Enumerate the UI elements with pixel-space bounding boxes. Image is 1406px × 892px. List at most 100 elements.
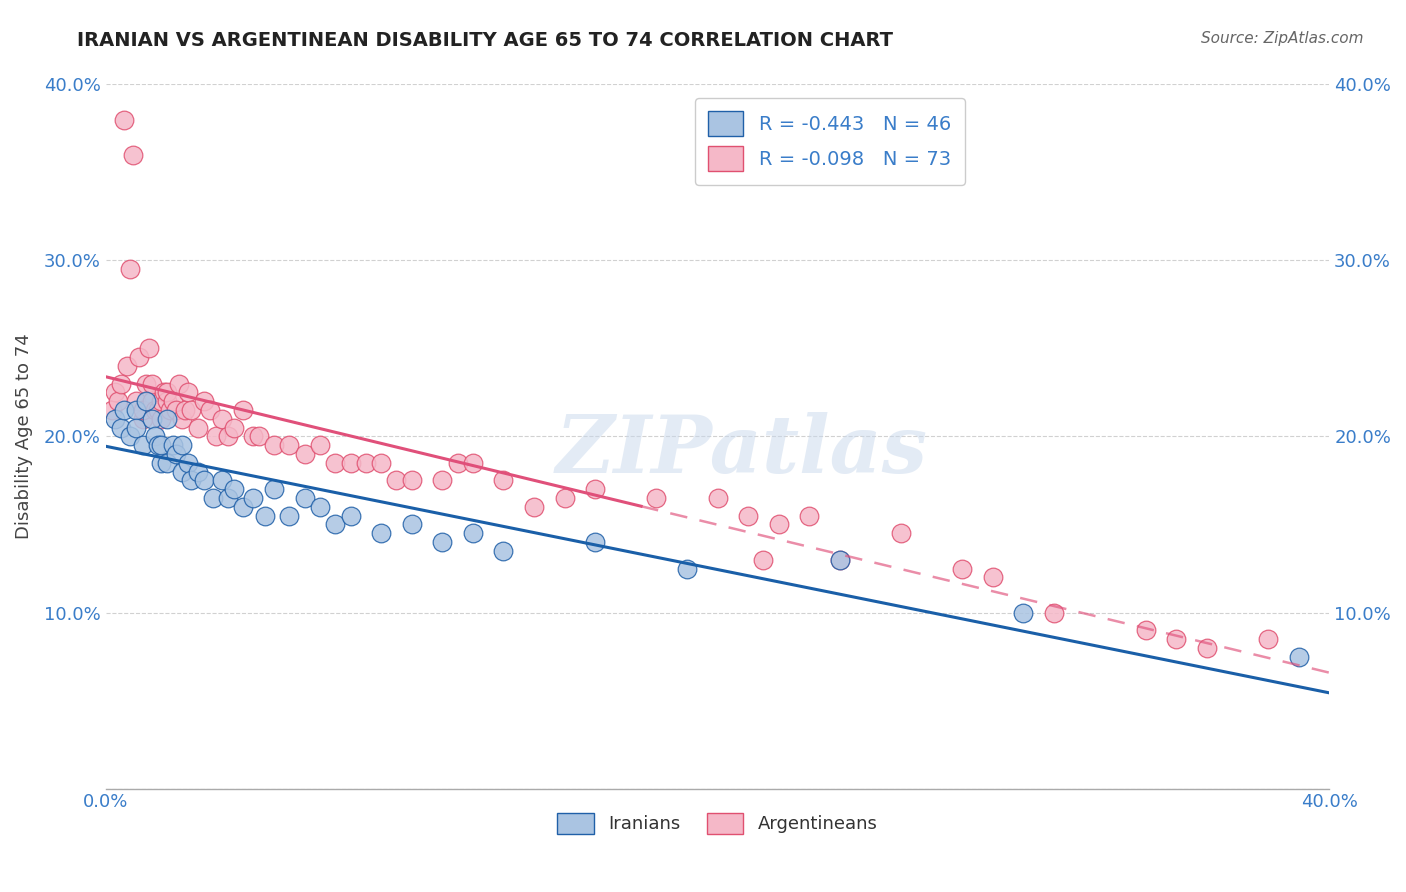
Point: [205, 429, 228, 443]
Point: [149, 438, 172, 452]
Point: [135, 394, 157, 409]
Point: [159, 403, 181, 417]
Point: [224, 420, 246, 434]
Point: [135, 376, 157, 391]
Point: [232, 500, 254, 514]
Point: [125, 403, 148, 417]
Point: [676, 561, 699, 575]
Point: [263, 483, 285, 497]
Point: [143, 403, 166, 417]
Point: [339, 456, 361, 470]
Point: [110, 420, 132, 434]
Point: [201, 491, 224, 505]
Text: Source: ZipAtlas.com: Source: ZipAtlas.com: [1201, 31, 1364, 46]
Point: [146, 403, 169, 417]
Legend: Iranians, Argentineans: Iranians, Argentineans: [548, 804, 887, 843]
Point: [149, 456, 172, 470]
Point: [172, 412, 194, 426]
Point: [294, 447, 316, 461]
Point: [110, 376, 132, 391]
Point: [131, 412, 153, 426]
Point: [799, 508, 821, 523]
Point: [461, 526, 484, 541]
Point: [146, 438, 169, 452]
Point: [167, 376, 190, 391]
Point: [180, 403, 202, 417]
Point: [242, 429, 264, 443]
Point: [385, 474, 408, 488]
Point: [461, 456, 484, 470]
Point: [172, 465, 194, 479]
Point: [492, 474, 515, 488]
Point: [198, 403, 221, 417]
Point: [645, 491, 668, 505]
Point: [752, 552, 775, 566]
Point: [217, 429, 239, 443]
Point: [370, 456, 392, 470]
Point: [107, 394, 129, 409]
Point: [981, 570, 1004, 584]
Point: [492, 544, 515, 558]
Point: [432, 535, 454, 549]
Point: [278, 438, 301, 452]
Point: [162, 438, 184, 452]
Point: [323, 517, 346, 532]
Text: IRANIAN VS ARGENTINEAN DISABILITY AGE 65 TO 74 CORRELATION CHART: IRANIAN VS ARGENTINEAN DISABILITY AGE 65…: [77, 31, 893, 50]
Point: [890, 526, 912, 541]
Point: [117, 359, 139, 373]
Point: [180, 474, 202, 488]
Point: [104, 412, 127, 426]
Point: [193, 474, 215, 488]
Point: [828, 552, 851, 566]
Point: [323, 456, 346, 470]
Text: ZIPatlas: ZIPatlas: [555, 412, 928, 490]
Point: [143, 429, 166, 443]
Point: [177, 385, 200, 400]
Point: [165, 403, 187, 417]
Point: [156, 385, 179, 400]
Point: [156, 394, 179, 409]
Point: [253, 508, 276, 523]
Point: [309, 500, 332, 514]
Point: [153, 385, 176, 400]
Point: [1043, 606, 1066, 620]
Point: [217, 491, 239, 505]
Point: [141, 376, 163, 391]
Point: [187, 465, 209, 479]
Point: [125, 394, 148, 409]
Point: [263, 438, 285, 452]
Point: [1012, 606, 1035, 620]
Point: [172, 438, 194, 452]
Y-axis label: Disability Age 65 to 74: Disability Age 65 to 74: [15, 334, 32, 540]
Point: [401, 474, 423, 488]
Point: [165, 447, 187, 461]
Point: [583, 483, 606, 497]
Point: [120, 262, 142, 277]
Point: [950, 561, 973, 575]
Point: [1166, 632, 1188, 646]
Point: [706, 491, 728, 505]
Point: [122, 148, 145, 162]
Point: [149, 394, 172, 409]
Point: [131, 403, 153, 417]
Point: [120, 429, 142, 443]
Point: [523, 500, 546, 514]
Point: [1288, 649, 1310, 664]
Point: [1135, 623, 1157, 637]
Point: [232, 403, 254, 417]
Point: [125, 420, 148, 434]
Point: [141, 412, 163, 426]
Point: [141, 394, 163, 409]
Point: [1257, 632, 1279, 646]
Point: [737, 508, 759, 523]
Point: [112, 403, 135, 417]
Point: [104, 385, 127, 400]
Point: [156, 456, 179, 470]
Point: [309, 438, 332, 452]
Point: [177, 456, 200, 470]
Point: [149, 412, 172, 426]
Point: [768, 517, 790, 532]
Point: [211, 412, 233, 426]
Point: [211, 474, 233, 488]
Point: [162, 394, 184, 409]
